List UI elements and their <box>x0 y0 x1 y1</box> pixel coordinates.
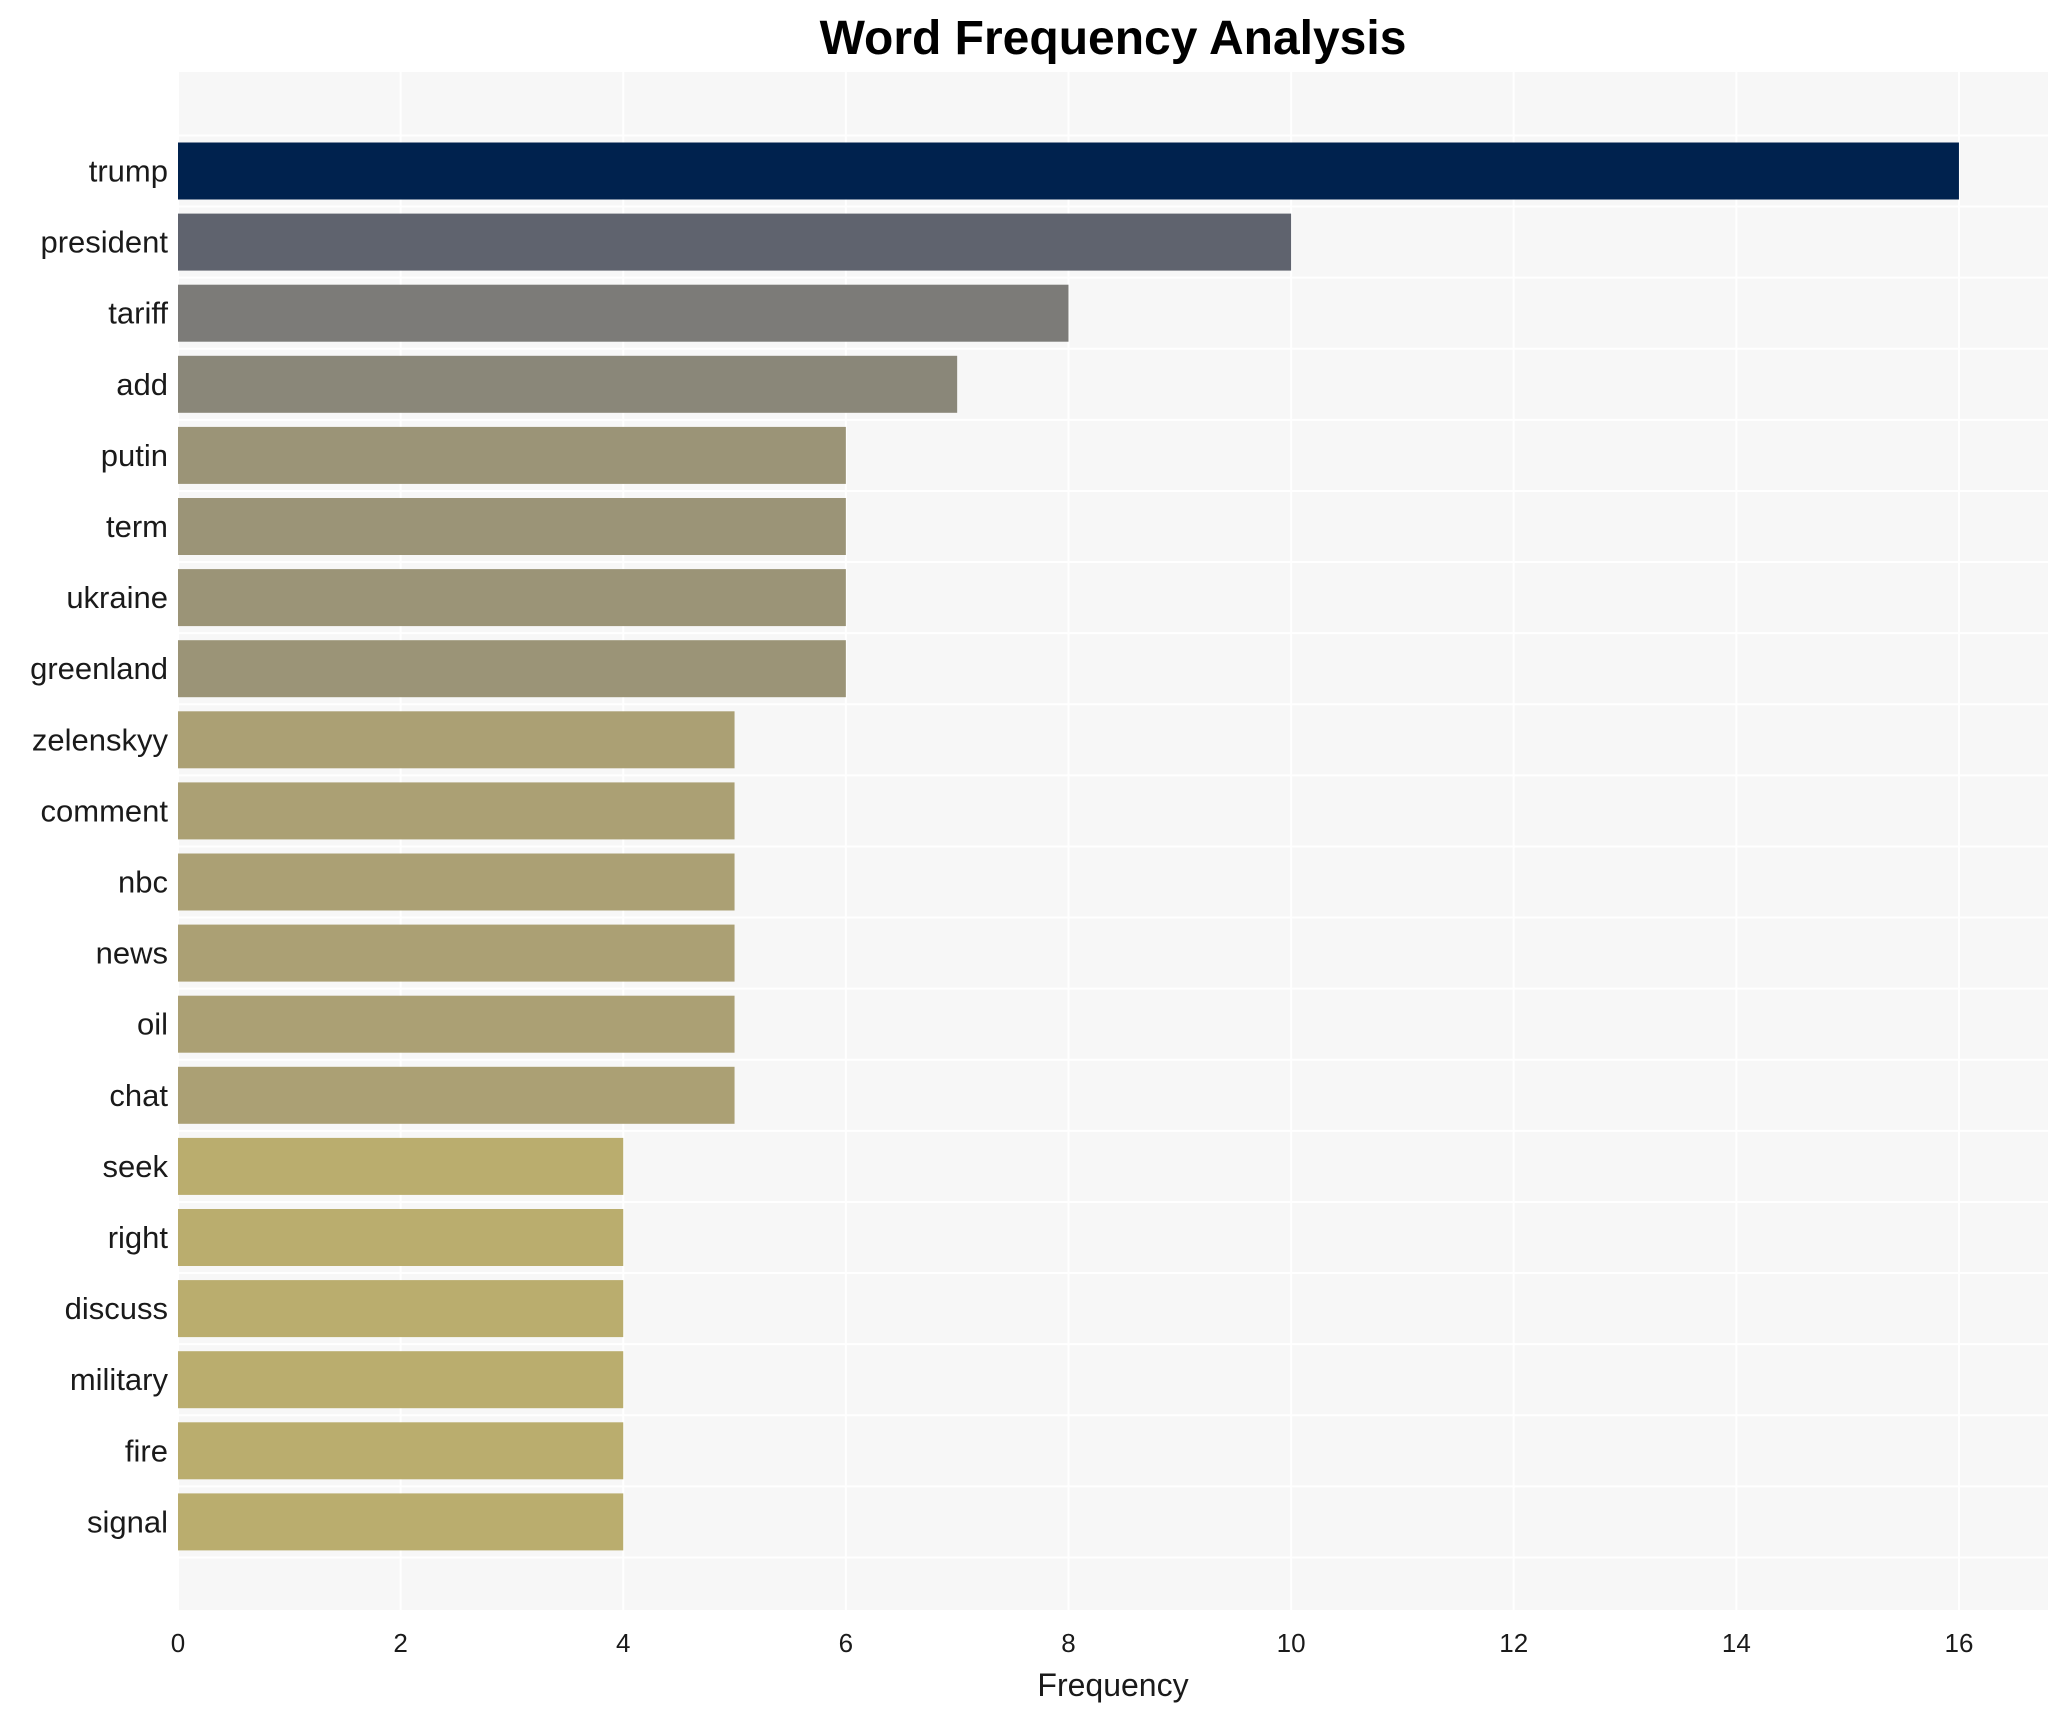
x-tick-label: 2 <box>393 1628 407 1658</box>
bar-trump <box>178 142 1959 200</box>
x-tick-label: 6 <box>839 1628 853 1658</box>
bar-fire <box>178 1422 624 1480</box>
bar-ukraine <box>178 569 846 627</box>
bar-nbc <box>178 853 735 911</box>
category-label-comment: comment <box>41 793 169 828</box>
category-label-trump: trump <box>89 154 168 189</box>
category-label-chat: chat <box>109 1078 168 1113</box>
category-label-fire: fire <box>125 1433 168 1468</box>
category-label-term: term <box>106 509 168 544</box>
category-label-discuss: discuss <box>65 1291 168 1326</box>
category-label-military: military <box>70 1362 169 1397</box>
bar-term <box>178 498 846 555</box>
bar-military <box>178 1351 624 1409</box>
category-label-zelenskyy: zelenskyy <box>32 722 169 757</box>
category-label-seek: seek <box>103 1149 169 1184</box>
category-label-putin: putin <box>101 438 168 473</box>
category-label-signal: signal <box>87 1504 168 1539</box>
x-tick-label: 10 <box>1277 1628 1306 1658</box>
x-tick-label: 0 <box>171 1628 185 1658</box>
bar-comment <box>178 782 735 840</box>
category-label-nbc: nbc <box>118 865 168 900</box>
bar-discuss <box>178 1280 624 1338</box>
bar-chat <box>178 1066 735 1124</box>
x-tick-label: 12 <box>1499 1628 1528 1658</box>
bars <box>178 142 1959 1551</box>
category-labels: trump president tariff add putin term ukraine g… <box>30 154 168 1540</box>
x-tick-label: 14 <box>1722 1628 1751 1658</box>
category-label-news: news <box>96 936 168 971</box>
category-label-president: president <box>40 225 168 260</box>
category-label-right: right <box>108 1220 169 1255</box>
bar-add <box>178 355 958 413</box>
bar-president <box>178 213 1292 271</box>
bar-greenland <box>178 640 846 698</box>
category-label-greenland: greenland <box>30 651 168 686</box>
x-tick-label: 16 <box>1944 1628 1973 1658</box>
bar-news <box>178 924 735 982</box>
bar-tariff <box>178 284 1069 342</box>
category-label-add: add <box>116 367 168 402</box>
category-label-oil: oil <box>137 1007 168 1042</box>
bar-putin <box>178 426 846 484</box>
x-axis-title: Frequency <box>1037 1667 1188 1703</box>
bar-right <box>178 1209 624 1266</box>
x-tick-label: 8 <box>1061 1628 1075 1658</box>
bar-seek <box>178 1137 624 1195</box>
bar-oil <box>178 995 735 1053</box>
category-label-ukraine: ukraine <box>66 580 168 615</box>
bar-signal <box>178 1493 624 1551</box>
x-tick-label: 4 <box>616 1628 630 1658</box>
bar-zelenskyy <box>178 711 735 769</box>
chart-title: Word Frequency Analysis <box>820 12 1407 65</box>
category-label-tariff: tariff <box>108 296 168 331</box>
x-tick-labels: 0 2 4 6 8 10 12 14 16 <box>171 1628 1974 1658</box>
